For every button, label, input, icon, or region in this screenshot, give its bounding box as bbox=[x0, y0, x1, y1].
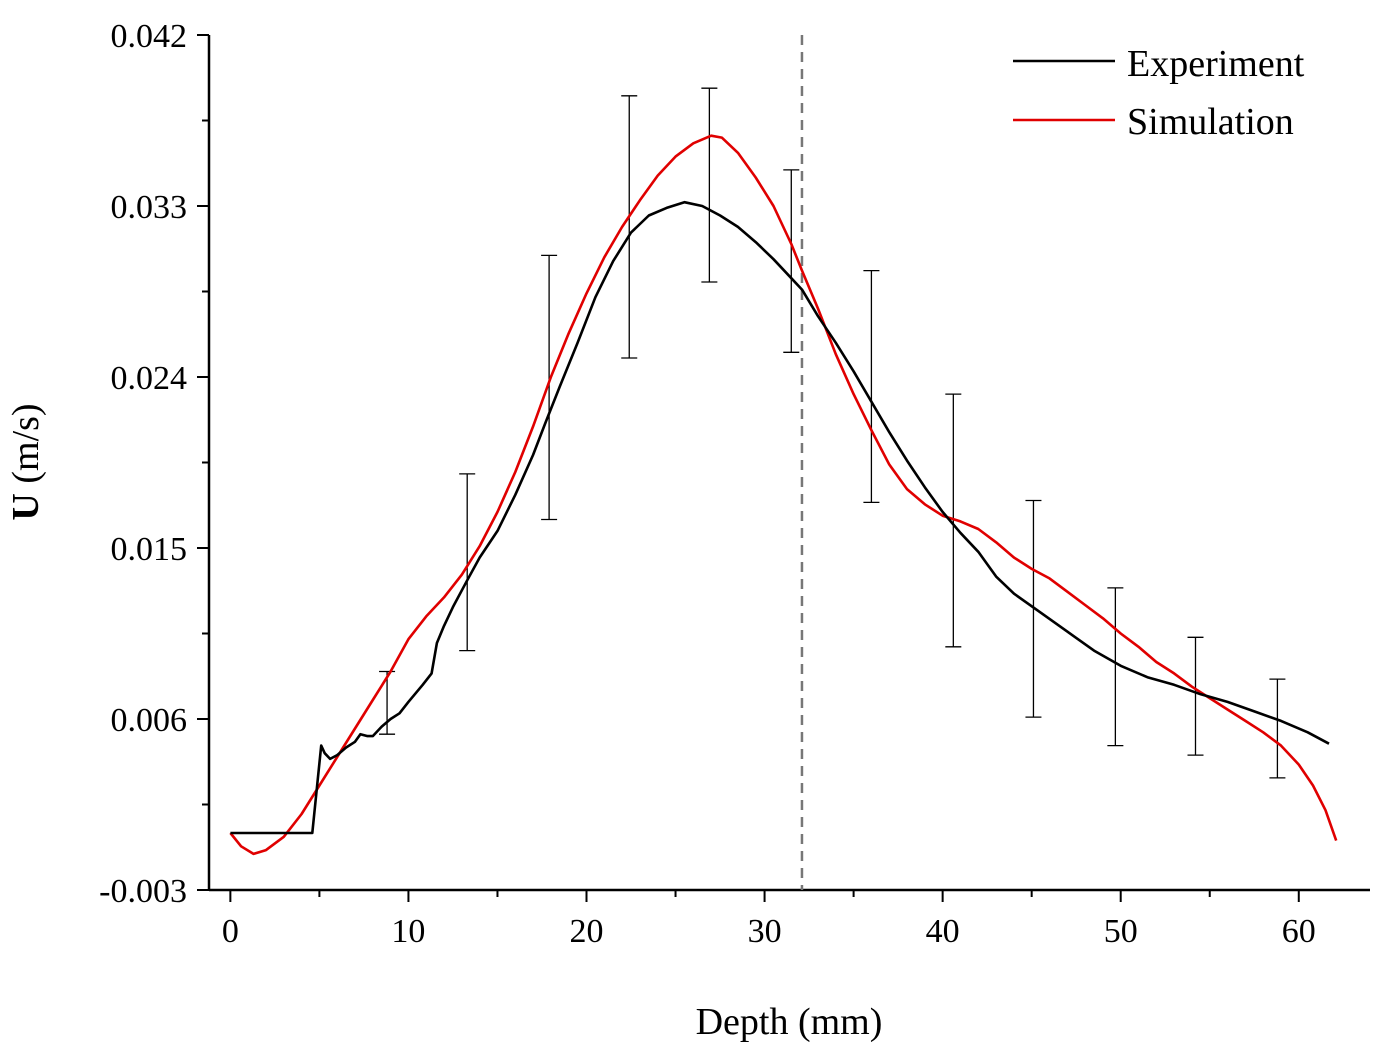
error-bar bbox=[701, 87, 718, 283]
x-axis-title: Depth (mm) bbox=[696, 1001, 883, 1043]
error-bars bbox=[379, 87, 1286, 779]
legend-label-simulation: Simulation bbox=[1127, 101, 1294, 143]
x-tick-label: 20 bbox=[570, 913, 604, 950]
y-tick-label: 0.033 bbox=[111, 189, 188, 226]
error-bar bbox=[621, 95, 638, 359]
x-tick-label: 0 bbox=[222, 913, 239, 950]
error-bar bbox=[863, 269, 880, 504]
series-line-experiment bbox=[230, 200, 1330, 835]
error-bar bbox=[1269, 678, 1286, 779]
series-layer bbox=[229, 134, 1338, 856]
x-tick-label: 60 bbox=[1282, 913, 1316, 950]
error-bar bbox=[1107, 587, 1124, 747]
axes: 0 10 20 30 40 50 60 -0.003 0.006 0.015 0.024 0.033 0… bbox=[99, 18, 1370, 950]
y-axis-title-symbol: U bbox=[5, 493, 47, 520]
y-axis-title-units: (m/s) bbox=[5, 403, 47, 493]
error-bar bbox=[783, 169, 800, 353]
legend-label-experiment: Experiment bbox=[1127, 43, 1305, 85]
legend: Experiment Simulation bbox=[1013, 43, 1305, 143]
y-axis-title: U (m/s) bbox=[5, 403, 47, 520]
error-bar bbox=[541, 254, 558, 521]
error-bar bbox=[379, 670, 396, 735]
x-tick-label: 40 bbox=[926, 913, 960, 950]
y-tick-label: 0.042 bbox=[111, 18, 188, 55]
series-line-simulation bbox=[229, 134, 1338, 856]
y-tick-label: -0.003 bbox=[99, 873, 187, 910]
error-bar bbox=[459, 473, 476, 652]
x-tick-label: 50 bbox=[1104, 913, 1138, 950]
error-bar bbox=[1187, 636, 1204, 756]
y-tick-label: 0.015 bbox=[111, 531, 188, 568]
x-tick-label: 30 bbox=[748, 913, 782, 950]
x-tick-label: 10 bbox=[391, 913, 425, 950]
y-tick-label: 0.024 bbox=[111, 360, 188, 397]
y-tick-label: 0.006 bbox=[111, 702, 188, 739]
